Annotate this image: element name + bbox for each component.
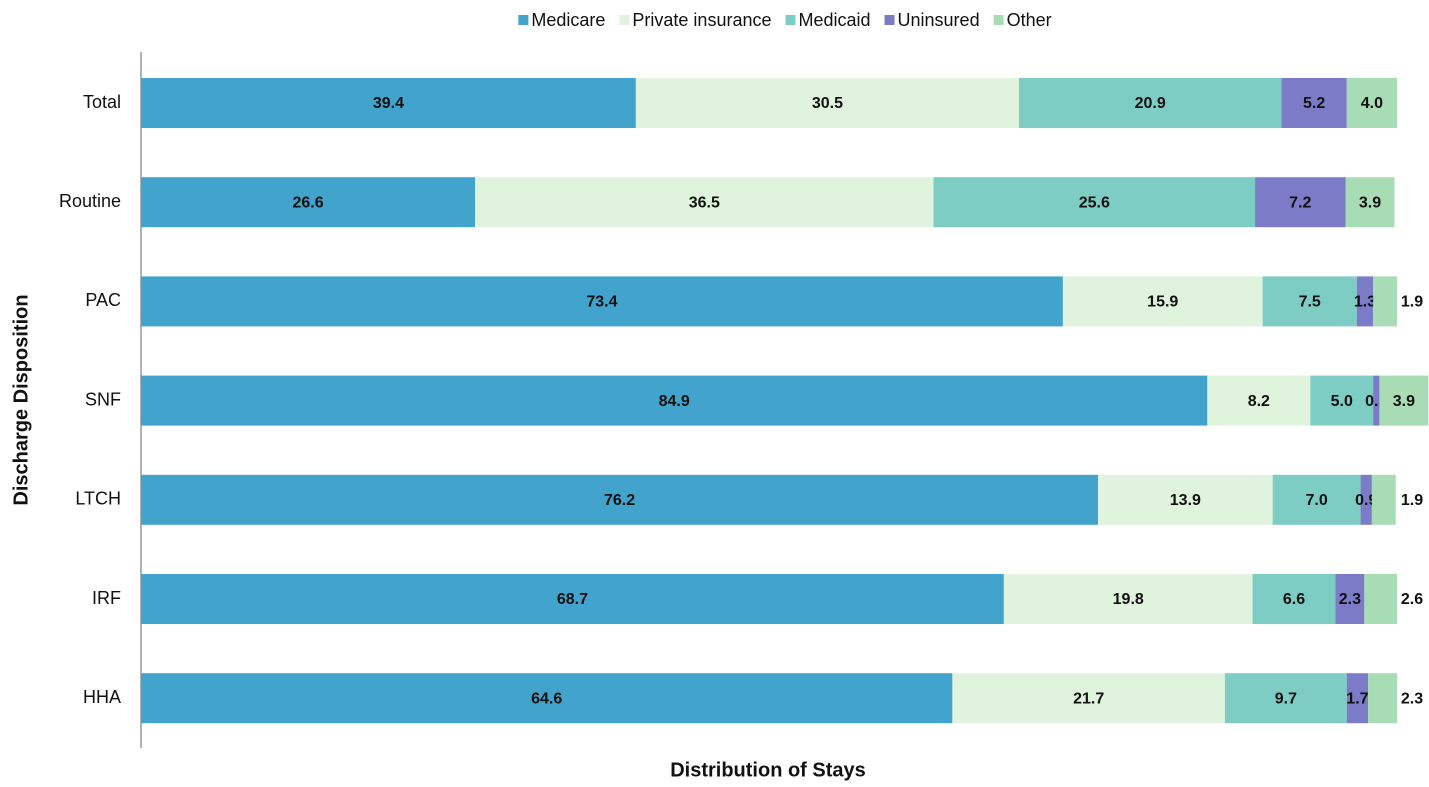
- bar-segment: [933, 177, 1256, 228]
- data-label: 1.9: [1401, 294, 1423, 311]
- legend-label: Private insurance: [632, 10, 771, 30]
- data-label: 2.6: [1401, 591, 1423, 608]
- data-label: 36.5: [689, 194, 720, 211]
- data-label: 3.9: [1393, 393, 1415, 410]
- data-label: 4.0: [1361, 95, 1383, 112]
- y-tick-label: IRF: [92, 588, 121, 608]
- data-label: 20.9: [1135, 95, 1166, 112]
- bar-segment: [141, 276, 1063, 327]
- bar-segment: [1346, 673, 1369, 724]
- bar-segment: [1003, 574, 1253, 624]
- data-label: 26.6: [292, 194, 323, 211]
- data-label: 25.6: [1079, 194, 1110, 211]
- data-label: 7.5: [1299, 294, 1321, 311]
- bar-segment: [141, 474, 1099, 525]
- data-label: 76.2: [604, 492, 635, 509]
- y-tick-label: HHA: [83, 687, 121, 707]
- data-label: 13.9: [1170, 492, 1201, 509]
- legend-swatch: [884, 15, 895, 25]
- data-label: 73.4: [586, 294, 617, 311]
- data-label: 21.7: [1073, 690, 1104, 707]
- data-label: 68.7: [557, 591, 588, 608]
- bar-segment: [141, 78, 636, 128]
- y-tick-label: SNF: [85, 389, 121, 409]
- bar-segment: [1310, 375, 1374, 426]
- bar-segment: [1018, 78, 1282, 128]
- data-label: 6.6: [1283, 591, 1305, 608]
- legend-label: Other: [1007, 10, 1052, 30]
- legend-label: Uninsured: [898, 10, 980, 30]
- legend-swatch: [785, 15, 796, 25]
- data-label: 0.9: [1355, 492, 1377, 509]
- data-label: 30.5: [812, 95, 843, 112]
- bar-segment: [1360, 474, 1372, 525]
- bar-segment: [1281, 78, 1347, 128]
- data-label: 84.9: [659, 393, 690, 410]
- data-label: 15.9: [1147, 294, 1178, 311]
- bar-segment: [141, 177, 476, 228]
- bar-segment: [1224, 673, 1347, 724]
- y-tick-label: LTCH: [75, 489, 121, 509]
- bar-segment: [1364, 574, 1397, 624]
- bar-segment: [1252, 574, 1336, 624]
- bar-segment: [1255, 177, 1346, 228]
- bar-segment: [1379, 375, 1429, 426]
- data-label: 7.0: [1305, 492, 1327, 509]
- bar-segment: [635, 78, 1019, 128]
- data-label: 5.2: [1303, 95, 1325, 112]
- bar-segment: [1346, 78, 1397, 128]
- legend-swatch: [993, 15, 1004, 25]
- bar-segment: [141, 673, 953, 724]
- legend-label: Medicaid: [798, 10, 870, 30]
- bar-segment: [1373, 276, 1397, 327]
- bar-segment: [1272, 474, 1361, 525]
- data-label: 19.8: [1113, 591, 1144, 608]
- bar-segment: [1098, 474, 1273, 525]
- y-tick-label: Total: [83, 92, 121, 112]
- bar-segment: [1207, 375, 1311, 426]
- legend-label: Medicare: [531, 10, 605, 30]
- data-label: 2.3: [1401, 690, 1423, 707]
- data-label: 8.2: [1248, 393, 1270, 410]
- bar-segment: [141, 375, 1208, 426]
- data-label: 1.9: [1401, 492, 1423, 509]
- bar-segment: [1373, 375, 1380, 426]
- bar-segment: [952, 673, 1225, 724]
- data-label: 1.7: [1346, 690, 1368, 707]
- data-label: 5.0: [1331, 393, 1353, 410]
- y-tick-label: Routine: [59, 191, 121, 211]
- bar-segment: [475, 177, 934, 228]
- bar-segment: [1262, 276, 1357, 327]
- legend-swatch: [518, 15, 529, 25]
- data-label: 2.3: [1339, 591, 1361, 608]
- data-label: 39.4: [373, 95, 404, 112]
- x-axis-title: Distribution of Stays: [670, 759, 866, 781]
- data-label: 3.9: [1359, 194, 1381, 211]
- data-label: 7.2: [1289, 194, 1311, 211]
- data-label: 64.6: [531, 690, 562, 707]
- data-label: 1.3: [1354, 294, 1376, 311]
- bar-segment: [1356, 276, 1374, 327]
- bar-segment: [1345, 177, 1395, 228]
- bar-segment: [1335, 574, 1365, 624]
- data-label: 9.7: [1275, 690, 1297, 707]
- legend-swatch: [619, 15, 630, 25]
- y-tick-label: PAC: [85, 290, 121, 310]
- bar-segment: [1062, 276, 1263, 327]
- y-axis-title: Discharge Disposition: [10, 294, 32, 505]
- bar-segment: [1368, 673, 1397, 724]
- bar-segment: [1371, 474, 1396, 525]
- bar-segment: [141, 574, 1004, 624]
